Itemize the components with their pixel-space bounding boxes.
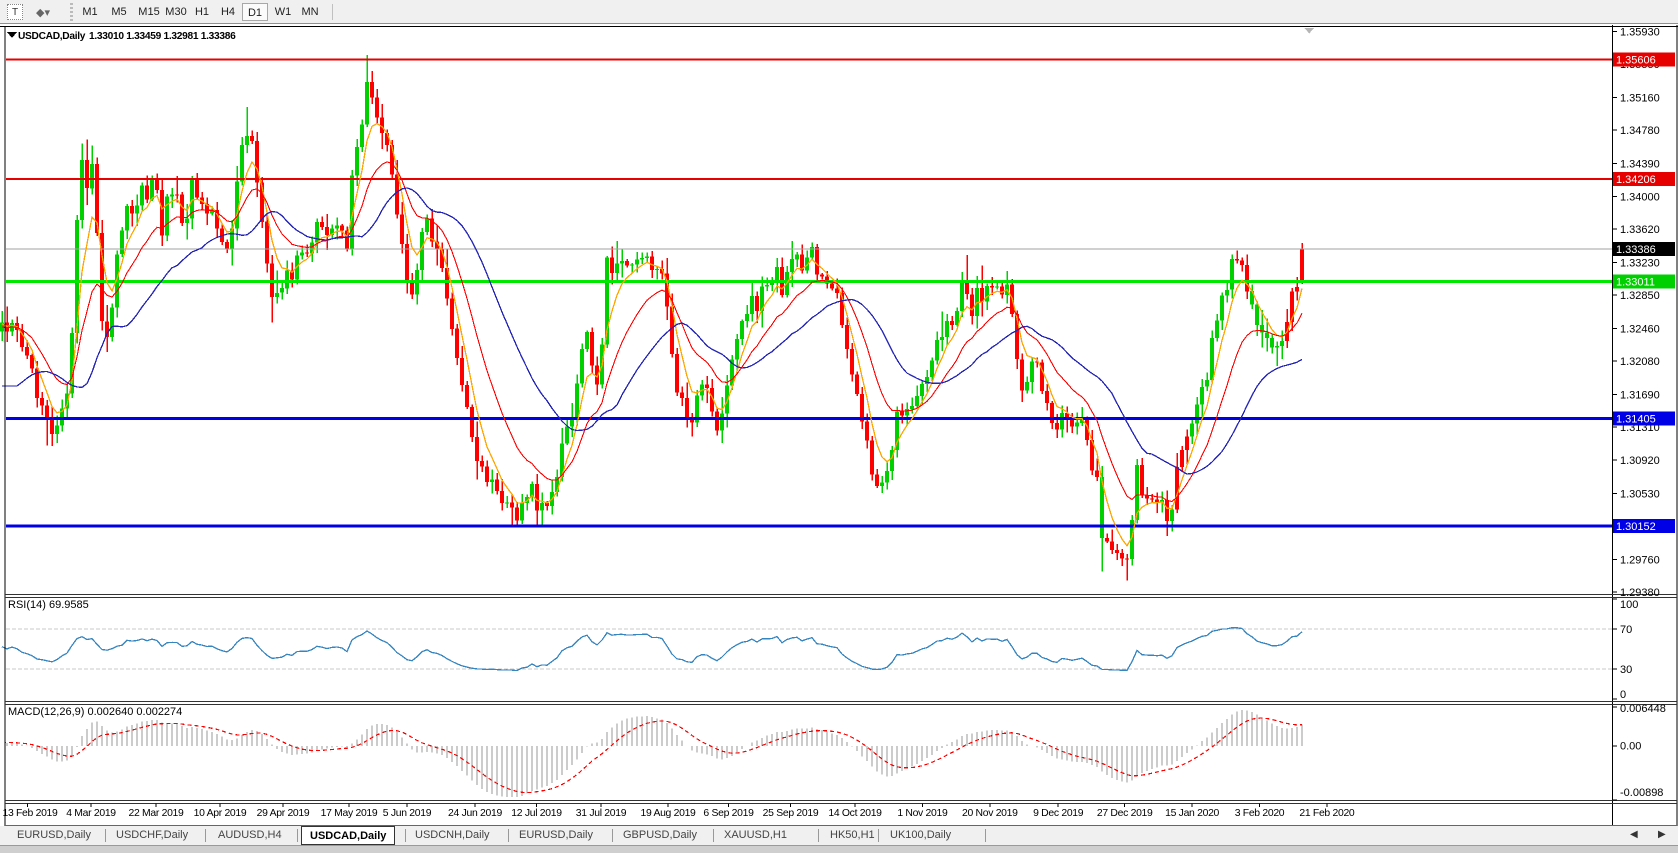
- svg-text:1.35160: 1.35160: [1620, 93, 1660, 105]
- svg-text:RSI(14) 69.9585: RSI(14) 69.9585: [8, 599, 89, 611]
- svg-text:-0.00898: -0.00898: [1620, 787, 1663, 799]
- svg-text:1.33011: 1.33011: [1616, 276, 1655, 288]
- svg-text:1.34206: 1.34206: [1616, 174, 1656, 186]
- svg-text:1.31690: 1.31690: [1620, 389, 1660, 401]
- svg-text:9 Dec 2019: 9 Dec 2019: [1033, 808, 1084, 819]
- svg-text:1.33386: 1.33386: [1616, 244, 1656, 256]
- svg-text:14 Oct 2019: 14 Oct 2019: [828, 808, 882, 819]
- svg-text:1.34780: 1.34780: [1620, 125, 1660, 137]
- svg-text:0.00: 0.00: [1620, 741, 1641, 753]
- svg-text:0: 0: [1620, 689, 1626, 701]
- svg-text:1.33620: 1.33620: [1620, 224, 1660, 236]
- svg-text:19 Aug 2019: 19 Aug 2019: [640, 808, 696, 819]
- svg-text:5 Jun 2019: 5 Jun 2019: [383, 808, 432, 819]
- svg-text:4 Mar 2019: 4 Mar 2019: [66, 808, 116, 819]
- svg-text:1.29760: 1.29760: [1620, 554, 1660, 566]
- svg-text:USDCAD,Daily: USDCAD,Daily: [18, 31, 86, 42]
- svg-text:30: 30: [1620, 664, 1632, 676]
- svg-text:1.30152: 1.30152: [1616, 521, 1656, 533]
- svg-text:1 Nov 2019: 1 Nov 2019: [897, 808, 948, 819]
- svg-text:1.33230: 1.33230: [1620, 258, 1660, 270]
- svg-text:70: 70: [1620, 624, 1632, 636]
- svg-text:27 Dec 2019: 27 Dec 2019: [1097, 808, 1153, 819]
- svg-text:1.33010 1.33459 1.32981 1.3338: 1.33010 1.33459 1.32981 1.33386: [89, 31, 236, 42]
- svg-text:15 Jan 2020: 15 Jan 2020: [1165, 808, 1219, 819]
- svg-text:10 Apr 2019: 10 Apr 2019: [194, 808, 247, 819]
- svg-text:29 Apr 2019: 29 Apr 2019: [257, 808, 310, 819]
- svg-text:1.35930: 1.35930: [1620, 27, 1660, 39]
- svg-text:1.30530: 1.30530: [1620, 489, 1660, 501]
- svg-text:6 Sep 2019: 6 Sep 2019: [703, 808, 754, 819]
- svg-text:100: 100: [1620, 599, 1638, 611]
- svg-text:21 Feb 2020: 21 Feb 2020: [1299, 808, 1355, 819]
- svg-text:1.34000: 1.34000: [1620, 192, 1660, 204]
- svg-text:1.31405: 1.31405: [1616, 414, 1656, 426]
- svg-text:12 Jul 2019: 12 Jul 2019: [511, 808, 562, 819]
- svg-text:1.35606: 1.35606: [1616, 54, 1656, 66]
- svg-text:22 Mar 2019: 22 Mar 2019: [128, 808, 184, 819]
- svg-text:1.29380: 1.29380: [1620, 587, 1660, 599]
- svg-text:3 Feb 2020: 3 Feb 2020: [1235, 808, 1285, 819]
- svg-text:25 Sep 2019: 25 Sep 2019: [763, 808, 819, 819]
- svg-text:0.006448: 0.006448: [1620, 703, 1666, 715]
- svg-text:13 Feb 2019: 13 Feb 2019: [2, 808, 58, 819]
- svg-text:31 Jul 2019: 31 Jul 2019: [576, 808, 627, 819]
- svg-text:1.32080: 1.32080: [1620, 356, 1660, 368]
- svg-text:24 Jun 2019: 24 Jun 2019: [448, 808, 502, 819]
- svg-text:1.34390: 1.34390: [1620, 158, 1660, 170]
- svg-text:17 May 2019: 17 May 2019: [321, 808, 378, 819]
- svg-text:20 Nov 2019: 20 Nov 2019: [962, 808, 1018, 819]
- svg-text:1.32460: 1.32460: [1620, 323, 1660, 335]
- svg-text:MACD(12,26,9) 0.002640 0.00227: MACD(12,26,9) 0.002640 0.002274: [8, 706, 182, 718]
- svg-text:1.30920: 1.30920: [1620, 455, 1660, 467]
- svg-text:1.32850: 1.32850: [1620, 290, 1660, 302]
